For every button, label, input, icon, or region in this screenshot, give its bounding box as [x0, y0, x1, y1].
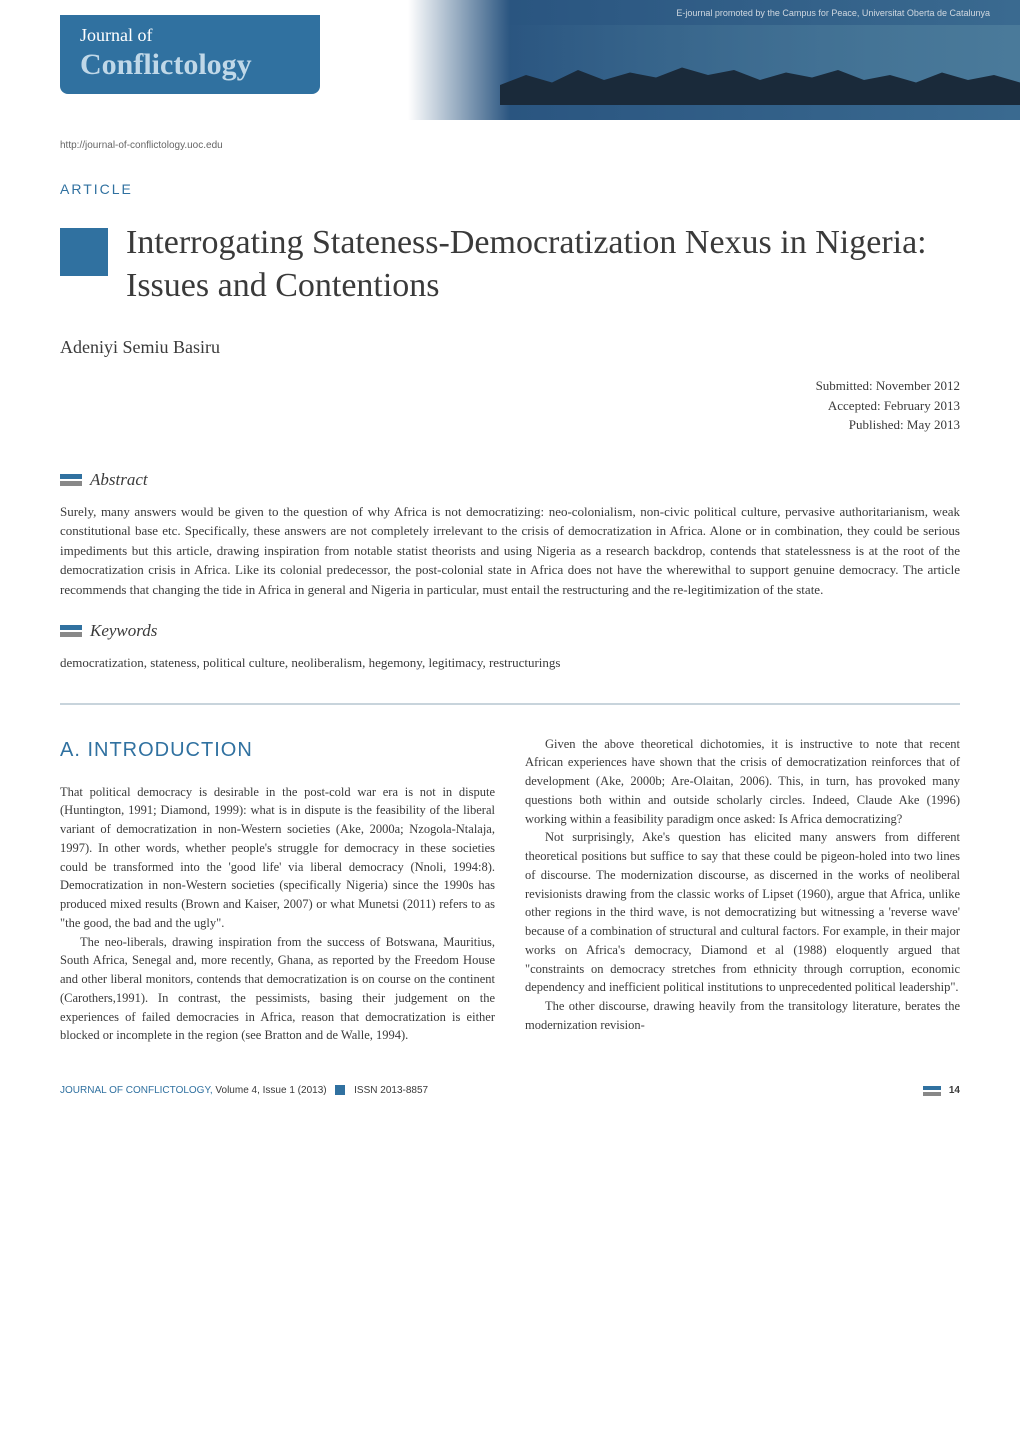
page-number: 14 — [949, 1085, 960, 1096]
article-type-label: ARTICLE — [60, 181, 960, 197]
title-square-icon — [60, 228, 108, 276]
keywords-label: Keywords — [90, 621, 157, 641]
flag-icon — [60, 474, 82, 486]
title-row: Interrogating Stateness-Democratization … — [60, 222, 960, 307]
dates-block: Submitted: November 2012 Accepted: Febru… — [60, 376, 960, 435]
keywords-text: democratization, stateness, political cu… — [60, 653, 960, 673]
page-content: http://journal-of-conflictology.uoc.edu … — [0, 140, 1020, 1136]
journal-name: Conflictology — [80, 48, 300, 82]
intro-heading: A. INTRODUCTION — [60, 735, 495, 765]
intro-para-1: That political democracy is desirable in… — [60, 783, 495, 933]
intro-para-2: The neo-liberals, drawing inspiration fr… — [60, 933, 495, 1046]
abstract-heading: Abstract — [60, 470, 960, 490]
body-columns: A. INTRODUCTION That political democracy… — [60, 735, 960, 1046]
left-column: A. INTRODUCTION That political democracy… — [60, 735, 495, 1046]
footer-journal: JOURNAL OF CONFLICTOLOGY, — [60, 1085, 213, 1096]
abstract-label: Abstract — [90, 470, 148, 490]
journal-badge: Journal of Conflictology — [60, 15, 320, 94]
intro-para-5: The other discourse, drawing heavily fro… — [525, 997, 960, 1035]
footer-flag-icon — [923, 1086, 941, 1096]
intro-para-3: Given the above theoretical dichotomies,… — [525, 735, 960, 829]
page-footer: JOURNAL OF CONFLICTOLOGY, Volume 4, Issu… — [60, 1085, 960, 1096]
article-title: Interrogating Stateness-Democratization … — [126, 222, 960, 307]
banner-image — [500, 25, 1020, 105]
accepted-date: Accepted: February 2013 — [60, 396, 960, 416]
footer-square-icon — [335, 1085, 345, 1095]
section-divider — [60, 703, 960, 705]
journal-url: http://journal-of-conflictology.uoc.edu — [60, 140, 960, 151]
footer-right: 14 — [923, 1085, 960, 1096]
footer-issn: ISSN 2013-8857 — [354, 1085, 428, 1096]
published-date: Published: May 2013 — [60, 415, 960, 435]
journal-of-label: Journal of — [80, 25, 300, 46]
footer-volume: Volume 4, Issue 1 (2013) — [215, 1085, 326, 1096]
submitted-date: Submitted: November 2012 — [60, 376, 960, 396]
keywords-heading: Keywords — [60, 621, 960, 641]
author-name: Adeniyi Semiu Basiru — [60, 337, 960, 358]
header-banner: E-journal promoted by the Campus for Pea… — [0, 0, 1020, 120]
footer-left: JOURNAL OF CONFLICTOLOGY, Volume 4, Issu… — [60, 1085, 428, 1096]
promoted-by-text: E-journal promoted by the Campus for Pea… — [676, 8, 990, 18]
banner-silhouette — [500, 55, 1020, 105]
flag-icon — [60, 625, 82, 637]
abstract-text: Surely, many answers would be given to t… — [60, 502, 960, 600]
intro-para-4: Not surprisingly, Ake's question has eli… — [525, 828, 960, 997]
right-column: Given the above theoretical dichotomies,… — [525, 735, 960, 1046]
